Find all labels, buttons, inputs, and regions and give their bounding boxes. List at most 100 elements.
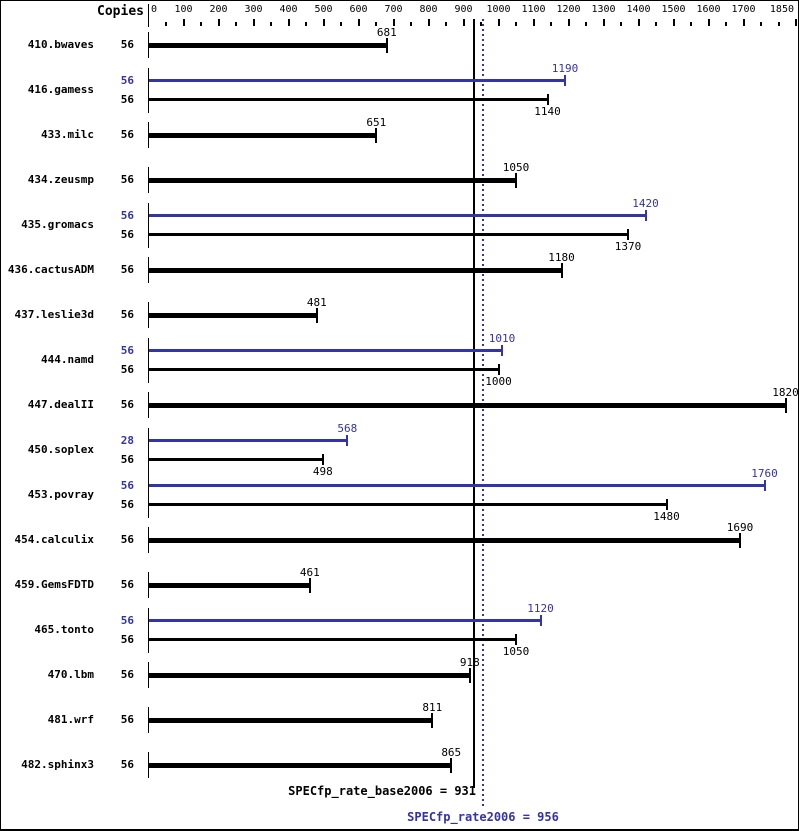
axis-tick bbox=[357, 19, 360, 26]
axis-tick bbox=[777, 22, 780, 26]
axis-tick-label: 100 bbox=[174, 4, 193, 15]
bar-base bbox=[149, 638, 516, 641]
axis-tick bbox=[620, 22, 622, 26]
axis-tick bbox=[148, 4, 149, 27]
bar-value-label: 568 bbox=[337, 421, 358, 435]
copies-value: 56 bbox=[120, 578, 134, 591]
axis-tick bbox=[165, 22, 167, 26]
axis-tick-label: 500 bbox=[314, 4, 333, 15]
row-axis-stub bbox=[148, 67, 149, 113]
copies-value: 56 bbox=[120, 452, 134, 466]
bar-end-tick bbox=[515, 634, 517, 645]
bar-end-tick bbox=[665, 499, 668, 510]
row-axis-stub bbox=[148, 572, 149, 598]
row-axis-stub bbox=[148, 167, 149, 193]
bar-end-tick bbox=[546, 94, 549, 105]
row-axis-stub bbox=[148, 752, 149, 778]
row-axis-stub bbox=[148, 527, 149, 553]
bar-peak bbox=[149, 484, 765, 487]
row-axis-stub bbox=[148, 302, 149, 328]
benchmark-label: 447.dealII bbox=[27, 398, 94, 411]
axis-tick bbox=[340, 22, 342, 26]
row-axis-stub bbox=[148, 337, 149, 383]
benchmark-label: 482.sphinx3 bbox=[21, 758, 94, 771]
bar-value-label: 498 bbox=[312, 464, 333, 478]
axis-tick-label: 900 bbox=[454, 4, 473, 15]
bar-value-label: 1820 bbox=[772, 386, 799, 399]
axis-tick bbox=[392, 19, 395, 26]
bar-value-label: 1420 bbox=[632, 196, 659, 210]
bar-end-tick bbox=[784, 397, 787, 413]
axis-tick bbox=[760, 22, 762, 26]
bar-value-label: 481 bbox=[306, 296, 327, 309]
row-axis-stub bbox=[148, 32, 149, 58]
row-axis-stub bbox=[148, 607, 149, 653]
bar-end-tick bbox=[501, 345, 503, 356]
axis-tick bbox=[462, 19, 465, 26]
row-axis-stub bbox=[148, 122, 149, 148]
axis-tick bbox=[410, 22, 412, 26]
copies-value: 56 bbox=[120, 398, 134, 411]
row-axis-stub bbox=[148, 472, 149, 518]
copies-value: 28 bbox=[120, 433, 134, 447]
axis-tick bbox=[655, 22, 657, 26]
bar-end-tick bbox=[564, 75, 566, 86]
bar-end-tick bbox=[539, 615, 542, 626]
axis-tick bbox=[602, 19, 605, 26]
copies-value: 56 bbox=[120, 73, 134, 87]
copies-value: 56 bbox=[120, 92, 134, 106]
axis-tick bbox=[252, 19, 255, 26]
axis-tick bbox=[217, 19, 220, 26]
bar-base bbox=[149, 233, 628, 236]
axis-tick bbox=[375, 22, 377, 26]
bar-value-label: 461 bbox=[299, 566, 320, 579]
benchmark-label: 435.gromacs bbox=[21, 218, 94, 231]
axis-tick bbox=[550, 22, 552, 26]
bar-base bbox=[149, 368, 499, 371]
bar-end-tick bbox=[739, 532, 741, 548]
copies-value: 56 bbox=[120, 533, 134, 546]
copies-value: 56 bbox=[120, 362, 134, 376]
bar-end-tick bbox=[431, 712, 434, 728]
axis-tick-label: 600 bbox=[349, 4, 368, 15]
axis-tick-label: 0 bbox=[151, 4, 158, 15]
bar-end-tick bbox=[560, 262, 563, 278]
axis-tick bbox=[515, 22, 517, 26]
axis-tick bbox=[287, 19, 290, 26]
base-summary-label: SPECfp_rate_base2006 = 931 bbox=[288, 784, 476, 798]
benchmark-label: 416.gamess bbox=[27, 83, 94, 96]
axis-tick-label: 200 bbox=[209, 4, 228, 15]
axis-tick-label: 1700 bbox=[731, 4, 756, 15]
axis-tick bbox=[235, 22, 237, 26]
axis-tick-label: 1500 bbox=[661, 4, 686, 15]
benchmark-label: 436.cactusADM bbox=[7, 263, 94, 276]
bar-value-label: 1690 bbox=[726, 521, 754, 534]
bar-value-label: 1120 bbox=[527, 601, 554, 615]
bar-value-label: 811 bbox=[422, 701, 443, 714]
bar-peak bbox=[149, 349, 502, 352]
bar-base bbox=[149, 42, 387, 48]
axis-tick bbox=[445, 22, 447, 26]
benchmark-label: 481.wrf bbox=[47, 713, 94, 726]
bar-end-tick bbox=[644, 210, 647, 221]
bar-value-label: 1140 bbox=[534, 104, 561, 118]
axis-tick-label: 800 bbox=[419, 4, 438, 15]
bar-value-label: 865 bbox=[441, 746, 462, 759]
copies-value: 56 bbox=[120, 38, 134, 51]
bar-base bbox=[149, 762, 452, 768]
bar-value-label: 1050 bbox=[502, 161, 530, 174]
axis-tick bbox=[637, 19, 640, 26]
benchmark-label: 434.zeusmp bbox=[27, 173, 94, 186]
axis-tick bbox=[182, 19, 185, 26]
axis-tick bbox=[532, 19, 535, 26]
bar-value-label: 1480 bbox=[653, 509, 680, 523]
axis-tick bbox=[200, 22, 202, 26]
axis-tick-label: 1100 bbox=[521, 4, 546, 15]
benchmark-label: 465.tonto bbox=[34, 623, 94, 636]
bar-value-label: 1760 bbox=[751, 466, 778, 480]
benchmark-label: 453.povray bbox=[27, 488, 94, 501]
x-axis: 0 100 200 300 400 500 600 700 800 900 1000 1100 1200… bbox=[1, 1, 798, 31]
axis-tick-label: 1300 bbox=[591, 4, 616, 15]
bar-base bbox=[149, 458, 323, 461]
